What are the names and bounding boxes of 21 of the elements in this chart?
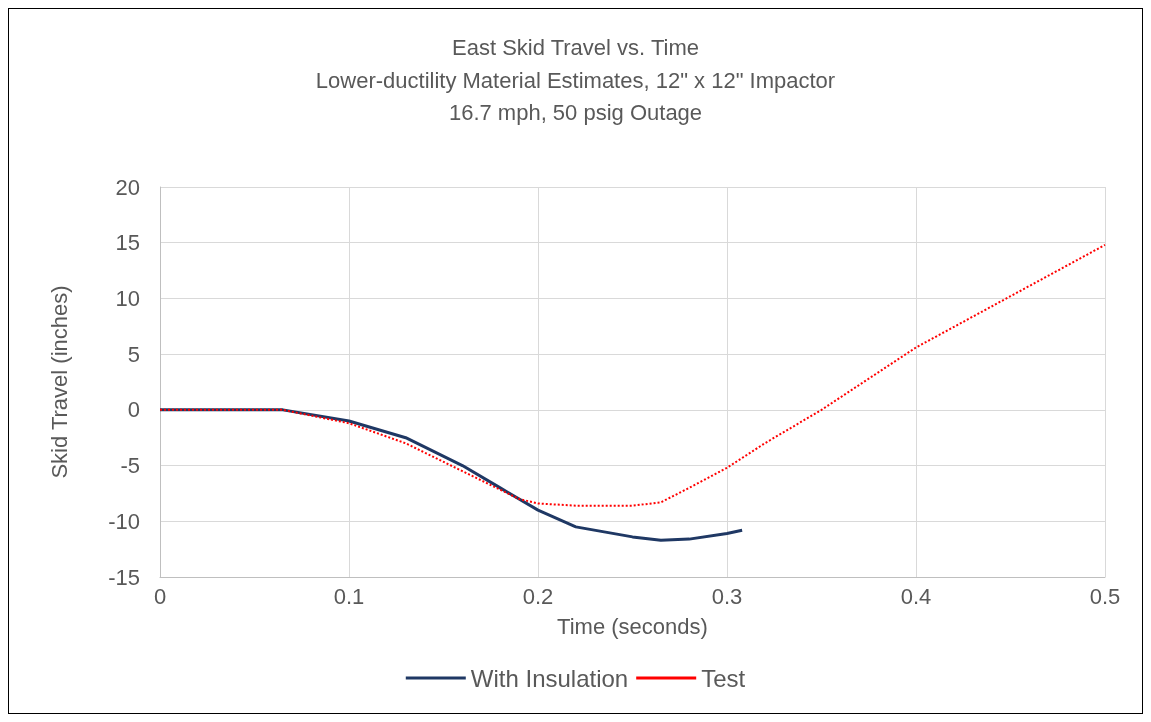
x-tick-label: 0.5 [1089,583,1121,609]
y-tick-label: -10 [108,508,140,534]
chart-title: East Skid Travel vs. Time [452,34,699,60]
y-tick-label: -15 [108,564,140,590]
y-tick-label: 20 [115,174,140,200]
x-tick-label: 0.4 [900,583,932,609]
x-axis-title: Time (seconds) [557,613,708,639]
x-tick-label: 0.3 [711,583,743,609]
y-tick-label: -5 [120,453,140,479]
chart-subtitle: Lower-ductility Material Estimates, 12" x 12" Impactor 16.7 mph, 50 psig Outage [315,67,836,125]
x-tick-label: 0.2 [522,583,554,609]
x-tick-label: 0 [153,583,167,609]
x-tick-label: 0.1 [333,583,365,609]
line-series [159,243,1106,507]
legend-label: With Insulation [470,664,629,692]
y-tick-label: 10 [115,285,140,311]
y-tick-label: 15 [115,230,140,256]
y-tick-label: 5 [127,341,140,367]
legend-label: Test [701,664,746,692]
y-tick-label: 0 [127,397,140,423]
y-axis-title: Skid Travel (inches) [46,285,72,479]
